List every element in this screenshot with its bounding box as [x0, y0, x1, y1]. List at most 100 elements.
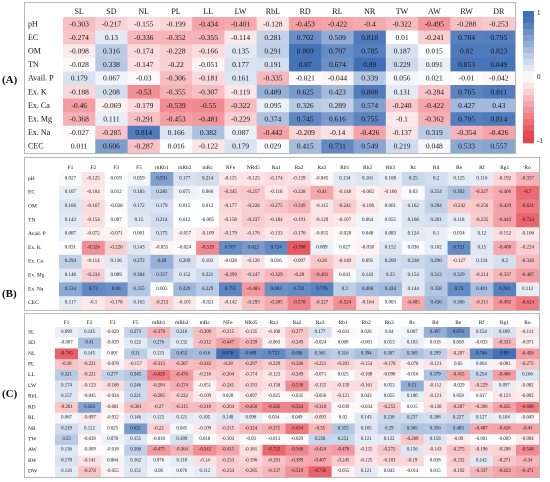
cell-value: -0.188: [69, 87, 89, 96]
heatmap-cell: [492, 391, 517, 403]
cell-value: 0.221: [202, 273, 214, 278]
heatmap-cell: [159, 57, 193, 72]
heatmap-cell: [127, 254, 151, 269]
cell-value: -0.326: [521, 259, 534, 264]
row-header: PL: [28, 362, 35, 368]
cell-value: 0.272: [133, 259, 145, 264]
heatmap-cell: [385, 71, 419, 86]
heatmap-cell: [78, 359, 102, 371]
heatmap-cell: [469, 455, 494, 467]
cell-value: -0.247: [247, 273, 260, 278]
cell-value: -0.028: [338, 232, 351, 237]
cell-value: 0.227: [453, 416, 464, 421]
heatmap-cell: [219, 185, 243, 200]
cell-value: -0.039: [337, 405, 350, 410]
heatmap-cell: [446, 434, 471, 446]
cell-value: 0.025: [107, 426, 118, 431]
heatmap-cell: [310, 172, 334, 187]
cell-value: -0.442: [263, 128, 283, 137]
cell-value: -0.207: [452, 351, 465, 356]
cell-value: 0.238: [384, 416, 395, 421]
cell-value: 0.095: [362, 259, 374, 264]
heatmap-cell: [447, 199, 471, 214]
cell-value: -0.221: [83, 362, 96, 367]
heatmap-cell: [127, 227, 151, 242]
heatmap-cell: [170, 455, 194, 467]
cell-value: -0.139: [293, 176, 306, 181]
heatmap-cell: [353, 139, 387, 154]
cell-value: 0.401: [476, 287, 488, 292]
cell-value: 0.33: [62, 437, 71, 442]
row-header: EC: [28, 33, 38, 42]
cell-value: -0.069: [102, 101, 122, 110]
heatmap-cell: [216, 337, 240, 349]
heatmap-cell: [101, 444, 125, 456]
cell-value: 0.209: [179, 259, 191, 264]
heatmap-cell: [127, 185, 151, 200]
cell-value: -0.147: [134, 60, 154, 69]
cell-value: -0.788: [293, 245, 306, 250]
heatmap-cell: [493, 172, 517, 187]
cell-value: 0.745: [297, 115, 314, 124]
heatmap-cell: [241, 241, 266, 256]
heatmap-cell: [354, 412, 378, 424]
heatmap-panel-b: F1 F2 F3 F5 mRb1 mRb2 mRc NFe NRd5 Ra1 Ra2 Ra3 Rb1 Rb…: [24, 157, 540, 311]
heatmap-cell: [124, 434, 148, 446]
heatmap-cell: [224, 71, 258, 86]
heatmap-cell: [101, 434, 125, 446]
cell-value: -0.184: [270, 218, 283, 223]
heatmap-cell: [400, 423, 425, 435]
cell-value: -0.406: [498, 190, 511, 195]
heatmap-cell: [224, 44, 258, 59]
cell-value: 0.143: [361, 416, 372, 421]
cell-value: 0.289: [329, 101, 346, 110]
col-header: F1: [64, 320, 70, 326]
cell-value: -0.112: [429, 383, 442, 388]
col-header: NRd5: [247, 165, 260, 171]
cell-value: -0.362: [425, 115, 445, 124]
cell-value: 0.509: [329, 33, 346, 42]
heatmap-cell: [446, 359, 471, 371]
col-header: mRc: [200, 320, 211, 326]
heatmap-cell: [516, 199, 540, 214]
cell-value: 0.131: [394, 87, 411, 96]
heatmap-cell: [379, 213, 403, 228]
heatmap-cell: [55, 466, 79, 478]
heatmap-cell: [219, 282, 243, 297]
cell-value: 0.357: [156, 273, 168, 278]
cell-value: -0.346: [291, 362, 304, 367]
heatmap-a-svg: SL SD NL PL LL LW RbL RD RL NR TW AW RW DR pH EC OM TN Ava…: [28, 7, 516, 154]
cell-value: -0.322: [231, 101, 251, 110]
cell-value: 0.549: [361, 142, 378, 151]
cell-value: 0.246: [130, 383, 141, 388]
heatmap-cell: [170, 359, 194, 371]
heatmap-cell: [379, 172, 403, 187]
cell-value: 0.683: [271, 287, 283, 292]
cell-value: -0.407: [314, 458, 327, 463]
cell-value: 0.078: [107, 437, 118, 442]
heatmap-cell: [101, 412, 125, 424]
heatmap-cell: [219, 254, 243, 269]
heatmap-cell: [333, 241, 357, 256]
heatmap-cell: [331, 369, 355, 381]
heatmap-cell: [469, 423, 494, 435]
heatmap-cell: [192, 71, 225, 86]
heatmap-cell: [353, 30, 387, 45]
cell-value: 0.174: [61, 383, 72, 388]
heatmap-cell: [354, 444, 378, 456]
cell-value: 0.453: [176, 351, 187, 356]
heatmap-cell: [482, 98, 516, 113]
heatmap-cell: [308, 327, 332, 339]
cell-value: 0.026: [361, 330, 372, 335]
cell-value: 0.163: [133, 301, 145, 306]
cell-value: 0.277: [107, 373, 118, 378]
heatmap-cell: [81, 199, 106, 214]
cell-value: 0.156: [407, 448, 418, 453]
heatmap-cell: [173, 185, 197, 200]
col-header: mRc: [202, 165, 213, 171]
heatmap-cell: [379, 296, 403, 311]
heatmap-cell: [81, 282, 106, 297]
heatmap-cell: [239, 337, 263, 349]
heatmap-cell: [264, 172, 288, 187]
cell-value: 0.043: [361, 394, 372, 399]
